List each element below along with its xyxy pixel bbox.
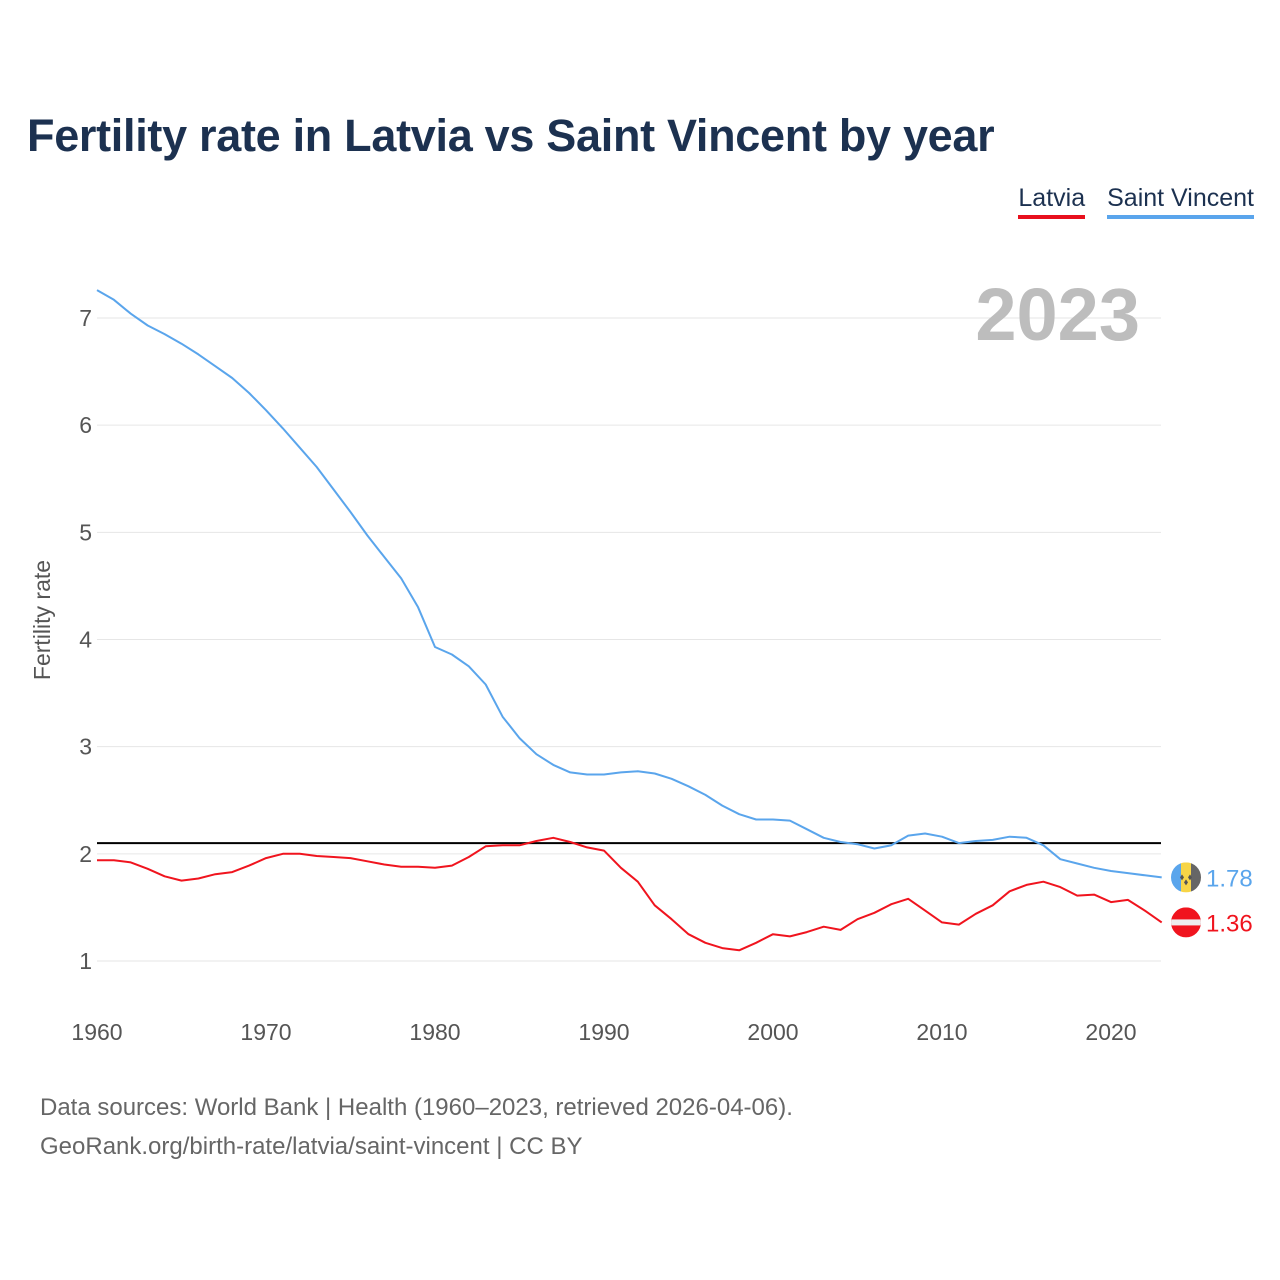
flag-green xyxy=(1191,862,1201,893)
year-watermark: 2023 xyxy=(975,273,1140,356)
chart-title: Fertility rate in Latvia vs Saint Vincen… xyxy=(27,110,995,161)
legend-item-latvia[interactable]: Latvia xyxy=(1018,184,1086,219)
x-tick-label: 2010 xyxy=(916,1019,967,1045)
x-tick-label: 1980 xyxy=(409,1019,460,1045)
end-value-label: 1.78 xyxy=(1206,865,1253,892)
y-axis-label: Fertility rate xyxy=(29,560,55,680)
end-value-label: 1.36 xyxy=(1206,910,1253,937)
y-tick-label: 6 xyxy=(79,412,92,438)
x-tick-label: 2000 xyxy=(747,1019,798,1045)
flag-body xyxy=(1171,862,1201,893)
x-tick-label: 1970 xyxy=(240,1019,291,1045)
flag-white-stripe xyxy=(1171,919,1201,926)
flag-body xyxy=(1171,907,1201,938)
source-link[interactable]: GeoRank.org/birth-rate/latvia/saint-vinc… xyxy=(40,1133,583,1160)
legend-item-saint-vincent[interactable]: Saint Vincent xyxy=(1107,184,1254,219)
flag-saint-vincent-icon xyxy=(1171,862,1201,893)
series-line-saint-vincent xyxy=(96,289,1162,879)
y-tick-label: 7 xyxy=(79,305,92,331)
x-tick-label: 1960 xyxy=(71,1019,122,1045)
y-tick-label: 5 xyxy=(79,519,92,545)
flag-diamonds xyxy=(1180,874,1192,886)
x-tick-label: 1990 xyxy=(578,1019,629,1045)
y-tick-label: 2 xyxy=(79,841,92,867)
y-tick-label: 3 xyxy=(79,734,92,760)
legend: Latvia Saint Vincent xyxy=(1018,184,1254,219)
flag-blue xyxy=(1171,862,1181,893)
y-tick-label: 1 xyxy=(79,948,92,974)
x-tick-label: 2020 xyxy=(1085,1019,1136,1045)
y-tick-label: 4 xyxy=(79,627,92,653)
series-line-latvia xyxy=(97,836,1163,952)
data-source: Data sources: World Bank | Health (1960–… xyxy=(40,1094,793,1121)
footer: Data sources: World Bank | Health (1960–… xyxy=(40,1088,793,1166)
flag-yellow xyxy=(1181,862,1191,893)
flag-latvia-icon xyxy=(1171,907,1201,938)
